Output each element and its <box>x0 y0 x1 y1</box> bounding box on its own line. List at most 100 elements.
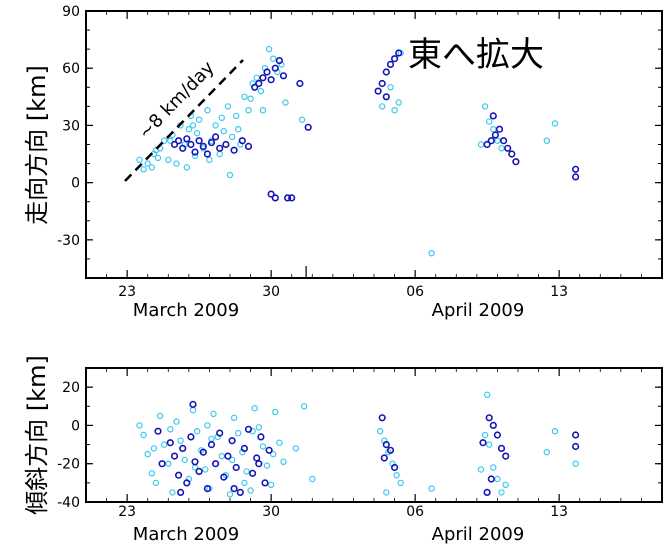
data-point-dark <box>212 133 220 141</box>
data-point-dark <box>380 454 388 462</box>
data-point-dark <box>216 429 224 437</box>
data-point-dark <box>166 439 174 447</box>
data-point-light <box>551 120 559 127</box>
data-point-light <box>543 137 551 144</box>
data-point-light <box>483 391 491 398</box>
data-point-dark <box>179 444 187 453</box>
data-point-light <box>156 412 164 420</box>
data-point-dark <box>253 454 261 462</box>
data-point-dark <box>500 137 508 145</box>
data-point-dark <box>207 139 216 147</box>
data-point-dark <box>512 158 520 166</box>
data-point-light <box>241 479 248 487</box>
data-point-light <box>387 84 394 91</box>
data-point-light <box>165 460 172 467</box>
data-point-light <box>224 103 232 110</box>
data-point-light <box>226 171 234 179</box>
data-point-light <box>292 445 299 452</box>
data-point-light <box>195 116 203 123</box>
data-point-dark <box>279 72 288 80</box>
x-tick-label: 06 <box>406 284 424 300</box>
data-point-dark <box>571 173 580 181</box>
slope-guide-line <box>124 59 244 182</box>
data-point-light <box>276 439 283 446</box>
y-tick-label: 90 <box>62 4 80 20</box>
y-tick-label: 60 <box>62 61 80 77</box>
data-point-light <box>144 160 151 167</box>
data-point-dark <box>259 74 267 82</box>
data-point-light <box>136 422 143 429</box>
data-point-light <box>428 249 435 257</box>
data-point-light <box>300 403 308 410</box>
data-point-dark <box>571 431 580 439</box>
data-point-dark <box>187 140 195 149</box>
data-point-dark <box>261 479 269 487</box>
data-point-dark <box>391 55 399 63</box>
data-point-light <box>377 428 384 435</box>
data-point-light <box>395 99 402 106</box>
y-tick-label: 0 <box>71 176 80 192</box>
data-point-light <box>204 422 211 429</box>
x-tick-label: 13 <box>550 504 568 520</box>
data-point-dark <box>304 123 312 131</box>
data-point-light <box>428 485 435 492</box>
data-point-light <box>309 475 316 483</box>
data-point-light <box>152 479 160 487</box>
data-point-dark <box>382 441 390 449</box>
data-point-dark <box>504 144 512 152</box>
data-point-dark <box>391 463 399 472</box>
data-point-dark <box>489 112 497 120</box>
data-point-light <box>148 164 155 171</box>
data-point-light <box>189 122 197 129</box>
data-point-light <box>543 449 551 456</box>
data-point-light <box>169 489 176 496</box>
data-point-dark <box>222 140 230 149</box>
data-point-dark <box>493 431 502 439</box>
data-point-dark <box>284 194 292 202</box>
data-point-light <box>185 125 193 133</box>
y-tick-label: -30 <box>57 233 80 249</box>
data-point-light <box>477 466 485 473</box>
data-point-dark <box>255 460 263 468</box>
data-point-dark <box>240 444 248 453</box>
data-point-light <box>502 481 509 488</box>
data-point-dark <box>251 83 259 91</box>
data-point-light <box>490 125 497 133</box>
data-point-dark <box>571 165 580 173</box>
data-point-dark <box>275 56 284 65</box>
data-point-light <box>245 106 252 114</box>
data-point-light <box>572 460 579 467</box>
data-point-light <box>494 475 501 483</box>
data-point-dark <box>271 194 279 202</box>
data-point-light <box>228 133 236 141</box>
data-point-dark <box>485 414 493 422</box>
data-point-dark <box>374 87 382 95</box>
data-point-dark <box>497 444 506 453</box>
data-point-dark <box>382 68 390 76</box>
data-point-light <box>247 487 254 494</box>
data-point-light <box>160 441 168 448</box>
data-point-light <box>234 125 242 133</box>
data-point-light <box>208 435 215 442</box>
data-point-light <box>270 450 277 458</box>
dip-month-label-april: April 2009 <box>432 524 525 545</box>
data-point-dark <box>382 93 390 101</box>
data-point-light <box>140 166 147 173</box>
data-point-dark <box>207 441 216 449</box>
data-point-dark <box>154 427 162 435</box>
data-point-dark <box>257 433 265 441</box>
data-point-dark <box>183 135 191 143</box>
data-point-dark <box>177 488 185 497</box>
data-point-dark <box>386 446 395 454</box>
data-point-light <box>154 154 162 162</box>
data-point-dark <box>183 479 191 487</box>
data-point-dark <box>203 485 211 493</box>
data-point-dark <box>479 439 487 447</box>
data-point-dark <box>487 475 495 483</box>
data-point-dark <box>265 446 273 454</box>
data-point-light <box>259 106 267 114</box>
data-point-light <box>183 164 190 171</box>
x-tick-label: 06 <box>406 504 424 520</box>
data-point-dark <box>296 79 304 88</box>
